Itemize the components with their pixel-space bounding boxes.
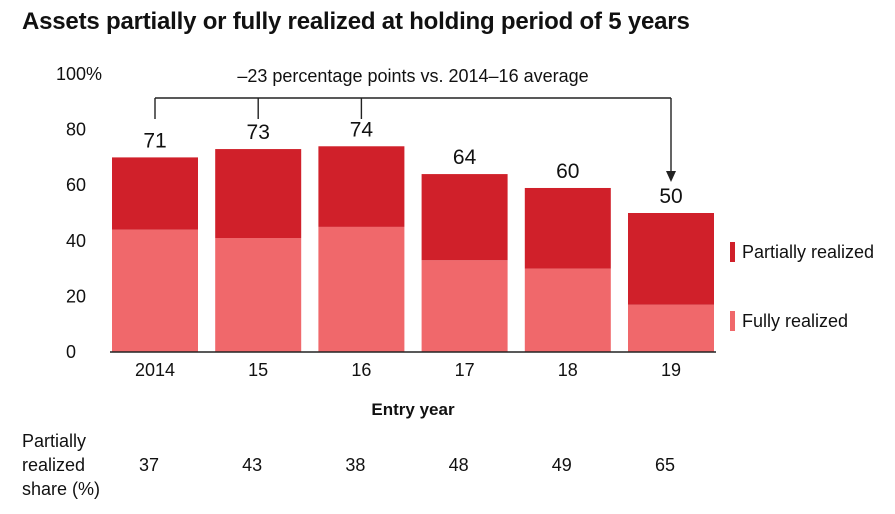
table-value: 49	[552, 455, 572, 475]
bar-partially-realized	[318, 146, 405, 227]
bar-total-label: 73	[247, 121, 270, 144]
bar-fully-realized	[524, 268, 611, 352]
x-tick-label: 16	[351, 360, 371, 380]
bar-fully-realized	[215, 238, 302, 352]
legend-label: Fully realized	[742, 311, 848, 331]
bar-total-label: 64	[453, 146, 477, 169]
legend-label: Partially realized	[742, 242, 874, 262]
bar-total-label: 60	[556, 160, 579, 183]
table-value: 43	[242, 455, 262, 475]
table-row-label: realized	[22, 455, 85, 475]
bar-fully-realized	[628, 304, 714, 352]
y-tick-label: 40	[66, 231, 86, 251]
y-tick-label: 20	[66, 286, 86, 306]
table-value: 38	[345, 455, 365, 475]
table-row-label: share (%)	[22, 479, 100, 499]
bar-partially-realized	[215, 149, 302, 239]
annotation-text: –23 percentage points vs. 2014–16 averag…	[237, 66, 588, 86]
y-tick-label: 60	[66, 175, 86, 195]
bar-partially-realized	[421, 174, 508, 261]
y-tick-label: 0	[66, 342, 76, 362]
x-tick-label: 2014	[135, 360, 175, 380]
bar-total-label: 71	[143, 129, 166, 152]
bar-partially-realized	[628, 213, 714, 305]
table-row-label: Partially	[22, 431, 86, 451]
x-axis-title: Entry year	[371, 400, 455, 419]
x-tick-label: 19	[661, 360, 681, 380]
chart-title: Assets partially or fully realized at ho…	[22, 8, 690, 35]
x-tick-label: 18	[558, 360, 578, 380]
x-tick-label: 15	[248, 360, 268, 380]
annotation-arrow-head	[666, 171, 676, 182]
bar-partially-realized	[112, 157, 198, 230]
bar-partially-realized	[524, 187, 611, 269]
bar-fully-realized	[421, 260, 508, 352]
table-value: 48	[449, 455, 469, 475]
y-tick-label: 80	[66, 120, 86, 140]
bar-fully-realized	[112, 229, 198, 352]
legend-swatch	[730, 242, 735, 262]
bar-total-label: 74	[350, 118, 374, 141]
table-value: 65	[655, 455, 675, 475]
legend-swatch	[730, 311, 735, 331]
table-value: 37	[139, 455, 159, 475]
x-tick-label: 17	[455, 360, 475, 380]
y-tick-label: 100%	[56, 64, 102, 84]
bar-fully-realized	[318, 226, 405, 352]
bar-total-label: 50	[659, 185, 682, 208]
